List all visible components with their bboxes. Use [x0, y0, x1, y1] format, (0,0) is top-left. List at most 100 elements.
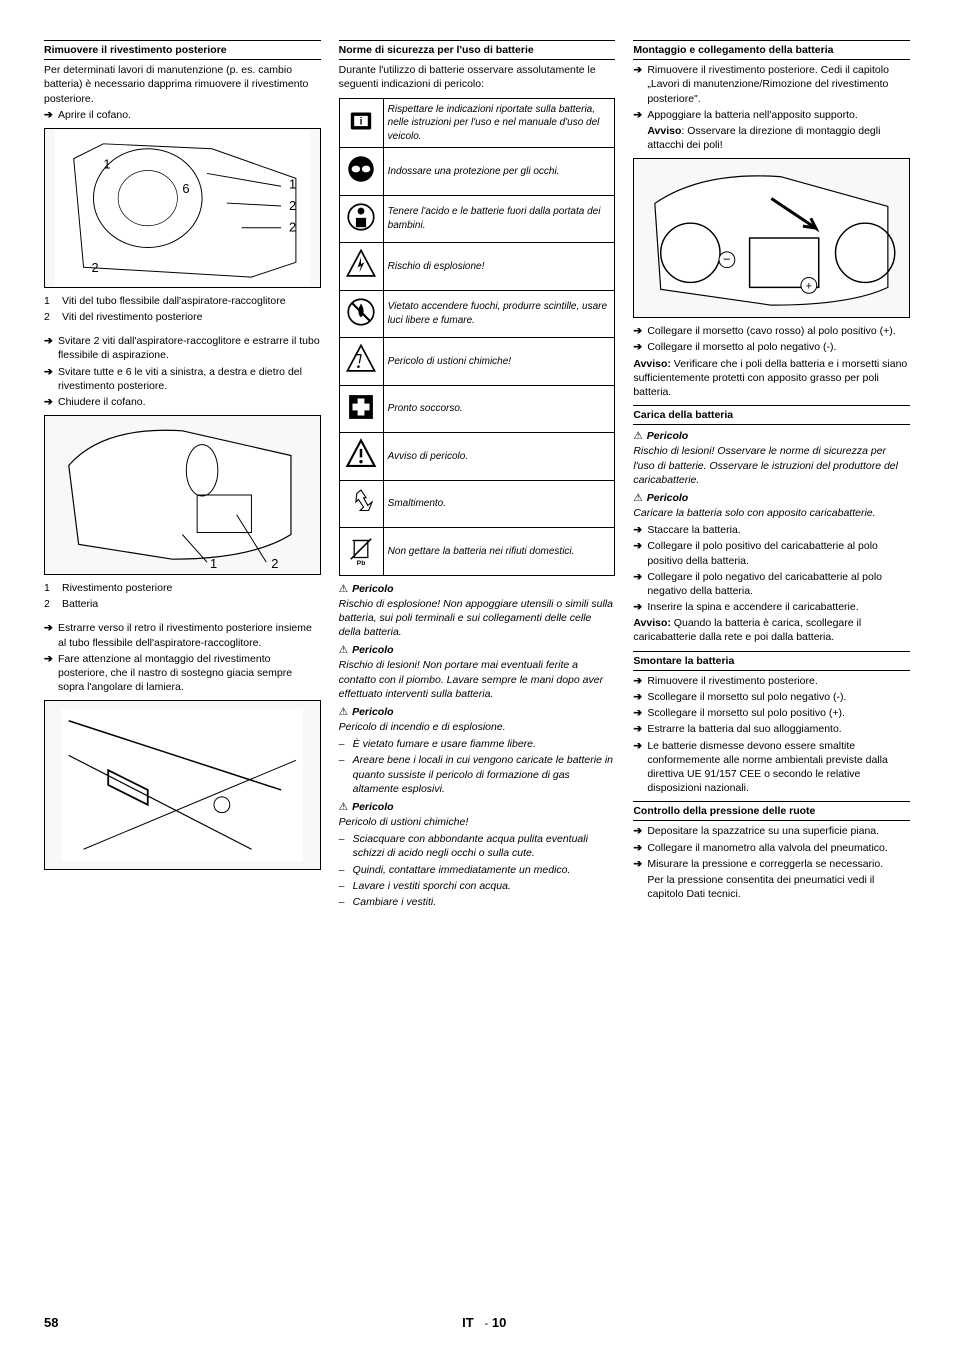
svg-text:i: i [360, 116, 363, 127]
step: ➔Collegare il manometro alla valvola del… [633, 841, 910, 855]
column-1: Rimuovere il rivestimento posteriore Per… [44, 40, 321, 911]
column-2: Norme di sicurezza per l'uso di batterie… [339, 40, 616, 911]
arrow-icon: ➔ [633, 340, 647, 354]
no-fire-icon [339, 290, 383, 338]
danger-heading: ⚠Pericolo [339, 643, 616, 657]
section-title: Controllo della pressione delle ruote [633, 801, 910, 821]
danger-heading: ⚠Pericolo [633, 491, 910, 505]
dash-item: –È vietato fumare e usare fiamme libere. [339, 737, 616, 751]
figure-strap [44, 700, 321, 870]
svg-text:−: − [723, 252, 731, 267]
triangle-icon: ⚠ [339, 643, 348, 657]
diagram-engine: 1 2 2 1 6 2 [45, 129, 320, 287]
arrow-icon: ➔ [44, 395, 58, 409]
arrow-icon: ➔ [633, 690, 647, 704]
arrow-icon: ➔ [633, 570, 647, 598]
triangle-icon: ⚠ [339, 800, 348, 814]
no-bin-icon: Pb [339, 528, 383, 576]
dash-item: –Lavare i vestiti sporchi con acqua. [339, 879, 616, 893]
page-number: 58 [44, 1314, 58, 1332]
arrow-icon: ➔ [633, 324, 647, 338]
arrow-icon: ➔ [44, 334, 58, 362]
svg-text:2: 2 [289, 220, 296, 235]
svg-text:1: 1 [289, 176, 296, 191]
danger-text: Rischio di lesioni! Non portare mai even… [339, 658, 616, 701]
footer-center: IT - 10 [462, 1314, 506, 1332]
figure-engine: 1 2 2 1 6 2 [44, 128, 321, 288]
paragraph: Per la pressione consentita dei pneumati… [633, 873, 910, 901]
arrow-icon: ➔ [44, 621, 58, 649]
step: ➔Depositare la spazzatrice su una superf… [633, 824, 910, 838]
danger-heading: ⚠Pericolo [339, 800, 616, 814]
step: ➔Appoggiare la batteria nell'apposito su… [633, 108, 910, 122]
svg-text:1: 1 [103, 156, 110, 171]
safety-symbols-table: iRispettare le indicazioni riportate sul… [339, 98, 616, 576]
recycle-icon [339, 480, 383, 528]
legend-item: 1Viti del tubo flessibile dall'aspirator… [44, 294, 321, 308]
svg-text:2: 2 [91, 260, 98, 275]
diagram-strap [45, 701, 320, 869]
step: ➔Svitare tutte e 6 le viti a sinistra, a… [44, 365, 321, 393]
first-aid-icon [339, 385, 383, 433]
arrow-icon: ➔ [633, 739, 647, 796]
arrow-icon: ➔ [633, 824, 647, 838]
danger-text: Rischio di esplosione! Non appoggiare ut… [339, 597, 616, 640]
step: ➔Rimuovere il rivestimento posteriore. C… [633, 63, 910, 106]
dash-item: –Quindi, contattare immediatamente un me… [339, 863, 616, 877]
arrow-icon: ➔ [633, 108, 647, 122]
dash-item: –Cambiare i vestiti. [339, 895, 616, 909]
section-title: Carica della batteria [633, 405, 910, 425]
step: ➔Chiudere il cofano. [44, 395, 321, 409]
arrow-icon: ➔ [633, 600, 647, 614]
page-footer: 58 IT - 10 [44, 1314, 910, 1332]
legend-item: 2Batteria [44, 597, 321, 611]
step: ➔Scollegare il morsetto sul polo negativ… [633, 690, 910, 704]
arrow-icon: ➔ [633, 63, 647, 106]
notice: Avviso: Osservare la direzione di montag… [633, 124, 910, 152]
paragraph: Durante l'utilizzo di batterie osservare… [339, 63, 616, 91]
svg-text:+: + [806, 281, 812, 293]
step: ➔Fare attenzione al montaggio del rivest… [44, 652, 321, 695]
danger-text: Pericolo di incendio e di esplosione. [339, 720, 616, 734]
triangle-icon: ⚠ [339, 705, 348, 719]
arrow-icon: ➔ [633, 722, 647, 736]
triangle-icon: ⚠ [633, 429, 642, 443]
section-title: Norme di sicurezza per l'uso di batterie [339, 40, 616, 60]
arrow-icon: ➔ [633, 523, 647, 537]
step: ➔Le batterie dismesse devono essere smal… [633, 739, 910, 796]
arrow-icon: ➔ [633, 674, 647, 688]
legend-item: 1Rivestimento posteriore [44, 581, 321, 595]
arrow-icon: ➔ [633, 841, 647, 855]
notice: Avviso: Quando la batteria è carica, sco… [633, 616, 910, 644]
corrosive-icon [339, 338, 383, 386]
step: ➔Collegare il morsetto (cavo rosso) al p… [633, 324, 910, 338]
dash-item: –Areare bene i locali in cui vengono car… [339, 753, 616, 796]
section-title: Smontare la batteria [633, 651, 910, 671]
svg-text:1: 1 [210, 556, 217, 571]
triangle-icon: ⚠ [633, 491, 642, 505]
svg-text:2: 2 [289, 198, 296, 213]
children-icon [339, 195, 383, 243]
danger-heading: ⚠Pericolo [339, 705, 616, 719]
dash-item: –Sciacquare con abbondante acqua pulita … [339, 832, 616, 860]
figure-rear-cover: 1 2 [44, 415, 321, 575]
step: ➔Inserire la spina e accendere il carica… [633, 600, 910, 614]
step: ➔Svitare 2 viti dall'aspiratore-raccogli… [44, 334, 321, 362]
step: ➔Collegare il polo negativo del caricaba… [633, 570, 910, 598]
svg-text:2: 2 [271, 556, 278, 571]
step: ➔Misurare la pressione e correggerla se … [633, 857, 910, 871]
danger-text: Caricare la batteria solo con apposito c… [633, 506, 910, 520]
svg-text:6: 6 [182, 181, 189, 196]
section-title: Montaggio e collegamento della batteria [633, 40, 910, 60]
danger-heading: ⚠Pericolo [339, 582, 616, 596]
arrow-icon: ➔ [633, 857, 647, 871]
column-3: Montaggio e collegamento della batteria … [633, 40, 910, 911]
danger-text: Rischio di lesioni! Osservare le norme d… [633, 444, 910, 487]
figure-battery: + − [633, 158, 910, 318]
step: ➔Estrarre la batteria dal suo alloggiame… [633, 722, 910, 736]
arrow-icon: ➔ [633, 539, 647, 567]
step: ➔Staccare la batteria. [633, 523, 910, 537]
arrow-icon: ➔ [44, 652, 58, 695]
notice: Avviso: Verificare che i poli della batt… [633, 357, 910, 400]
legend-item: 2Viti del rivestimento posteriore [44, 310, 321, 324]
